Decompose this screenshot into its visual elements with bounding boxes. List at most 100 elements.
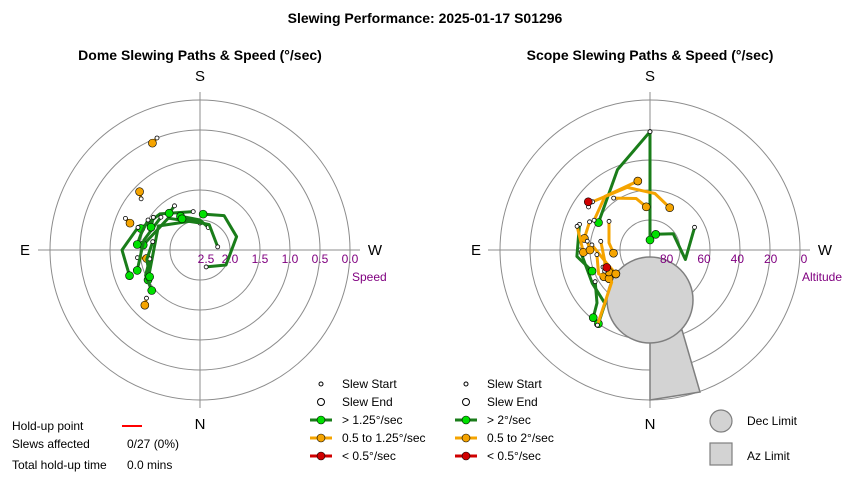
scope-slew-end-point [609, 248, 618, 258]
dome-slew-start-point [154, 135, 160, 141]
dome-slew-end-point [125, 271, 134, 280]
dome-slew-start-point [158, 214, 164, 220]
dome-tick-label: 1.5 [252, 252, 269, 266]
dec-limit-zone [606, 256, 694, 344]
scope-slew-start-point [611, 195, 617, 201]
dome-chart: Dome Slewing Paths & Speed (°/sec) 2.5 2.… [20, 47, 387, 433]
scope-limit-zones [606, 256, 701, 401]
scope-chart: Scope Slewing Paths & Speed (°/sec) 80 60… [471, 47, 842, 433]
scope-slew-path [607, 221, 615, 254]
scope-slew-path [592, 179, 639, 221]
legend-medium-label: 0.5 to 1.25°/sec [342, 431, 426, 445]
main-title: Slewing Performance: 2025-01-17 S01296 [287, 10, 563, 26]
dome-slew-end-point [132, 266, 142, 275]
scope-slew-end-point [665, 203, 675, 213]
scope-radial-label: Altitude [802, 270, 842, 284]
holdup-stats: Hold-up point Slews affected 0/27 (0%) T… [12, 419, 179, 472]
scope-tick-label: 0 [801, 252, 808, 266]
scope-slew-path [591, 281, 599, 319]
scope-tick-label: 80 [660, 252, 674, 266]
scope-slew-start-point [595, 322, 600, 328]
scope-slew-end-point [633, 176, 643, 186]
scope-slew-start-point [647, 129, 653, 135]
legend-scope-slew-end-marker [462, 398, 470, 406]
scope-slew-start-point [594, 252, 600, 258]
legend-scope-medium-label: 0.5 to 2°/sec [487, 431, 554, 445]
legend-scope-slew-end-label: Slew End [487, 395, 538, 409]
scope-slew-start-point [592, 279, 598, 285]
dome-tick-label: 2.5 [198, 252, 215, 266]
dome-slew-start-point [144, 295, 149, 301]
legend-scope-slow-label: < 0.5°/sec [487, 449, 541, 463]
legend-scope-slew-start-label: Slew Start [487, 377, 542, 391]
legend-slew-end-marker [317, 398, 325, 406]
scope-dir-left: E [471, 242, 481, 259]
dec-limit-label: Dec Limit [747, 414, 798, 428]
slews-affected-label: Slews affected [12, 437, 90, 451]
dec-limit-swatch [709, 409, 733, 433]
dome-slew-end-point [147, 286, 157, 295]
dome-slew-end-point [125, 218, 135, 228]
total-holdup-value: 0.0 mins [127, 458, 172, 472]
scope-tick-label: 40 [731, 252, 745, 266]
scope-slew-start-point [692, 224, 697, 230]
dome-slew-start-point [135, 225, 141, 230]
scope-radial-ticks: 80 60 40 20 0 [660, 252, 808, 266]
scope-dir-bottom: N [645, 416, 656, 433]
scope-legend: Slew Start Slew End > 2°/sec 0.5 to 2°/s… [455, 377, 554, 463]
scope-slew-start-point [591, 217, 597, 223]
dome-slew-start-point [215, 244, 221, 250]
scope-slew-path [655, 226, 697, 261]
legend-slew-end-label: Slew End [342, 395, 393, 409]
az-limit-swatch [709, 442, 733, 466]
scope-slew-start-point [587, 219, 592, 225]
dome-slew-end-point [198, 209, 208, 219]
legend-medium-marker [316, 433, 326, 443]
dome-dir-bottom: N [195, 416, 206, 433]
dome-slew-end-point [132, 240, 142, 249]
dome-slew-end-point [146, 222, 156, 232]
scope-dir-right: W [818, 242, 833, 259]
dome-tick-label: 0.5 [312, 252, 329, 266]
scope-slew-end-point [651, 230, 661, 239]
dome-slew-end-point [177, 214, 187, 224]
legend-slew-start-label: Slew Start [342, 377, 397, 391]
scope-slew-start-point [574, 223, 580, 229]
dome-slew-end-point [135, 187, 144, 196]
legend-fast-label: > 1.25°/sec [342, 413, 403, 427]
slews-affected-value: 0/27 (0%) [127, 437, 179, 451]
dome-chart-title: Dome Slewing Paths & Speed (°/sec) [78, 47, 322, 63]
dome-rings [38, 92, 360, 408]
dome-slew-start-point [138, 196, 144, 202]
dome-slew-start-point [203, 264, 209, 270]
scope-slew-end-point [645, 235, 655, 245]
dome-slew-path [145, 241, 155, 278]
scope-slew-start-point [598, 238, 604, 244]
legend-fast-marker [316, 415, 326, 425]
dome-slew-path [202, 212, 239, 269]
dome-tick-label: 0.0 [342, 252, 359, 266]
dome-direction-labels: S N E W [20, 68, 383, 433]
scope-slew-end-point [588, 313, 598, 322]
scope-slew-end-point [587, 266, 597, 276]
scope-slew-path [597, 130, 652, 224]
dome-dir-right: W [368, 242, 383, 259]
legend-scope-fast-label: > 2°/sec [487, 413, 531, 427]
dome-slew-end-point [140, 300, 150, 310]
scope-slew-end-point [583, 197, 593, 207]
dome-slew-end-point [145, 272, 154, 282]
legend-scope-slew-start-marker [463, 381, 469, 387]
dome-legend: Slew Start Slew End > 1.25°/sec 0.5 to 1… [310, 377, 426, 463]
scope-slew-start-point [606, 218, 612, 224]
scope-slew-end-point [602, 263, 612, 272]
scope-slew-end-point [641, 202, 651, 212]
legend-slow-marker [316, 451, 326, 461]
scope-tick-label: 20 [764, 252, 778, 266]
legend-slew-start-marker [318, 381, 324, 387]
dome-tick-label: 1.0 [282, 252, 299, 266]
scope-slew-path [575, 225, 585, 253]
dome-slew-path [135, 216, 163, 271]
legend-scope-medium-marker [461, 433, 471, 443]
scope-direction-labels: S N E W [471, 68, 833, 433]
